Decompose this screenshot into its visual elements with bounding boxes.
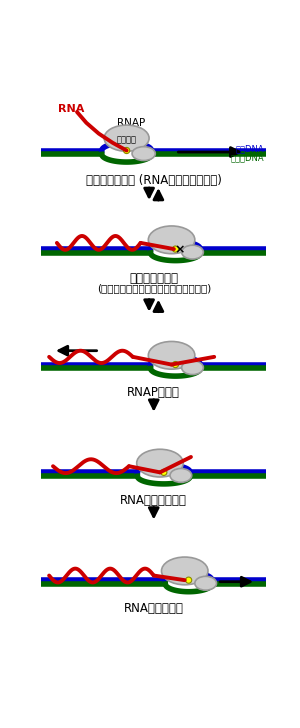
Ellipse shape xyxy=(137,449,183,477)
Ellipse shape xyxy=(182,360,203,375)
Ellipse shape xyxy=(172,246,178,252)
Ellipse shape xyxy=(182,245,203,259)
Ellipse shape xyxy=(104,125,149,151)
Text: 活性部位: 活性部位 xyxy=(117,135,136,144)
Ellipse shape xyxy=(148,341,195,369)
Text: ×: × xyxy=(175,243,185,256)
Text: RNA: RNA xyxy=(58,104,84,114)
Text: RNAP: RNAP xyxy=(117,118,146,128)
Text: 非魳型DNA: 非魳型DNA xyxy=(230,154,264,162)
Text: 魳型DNA: 魳型DNA xyxy=(235,144,264,154)
Ellipse shape xyxy=(132,146,155,160)
Ellipse shape xyxy=(161,557,208,585)
Ellipse shape xyxy=(124,147,130,154)
Text: 転写の一時停止: 転写の一時停止 xyxy=(129,272,178,285)
Text: (ミスマッチ塩基を取り込んだときなど): (ミスマッチ塩基を取り込んだときなど) xyxy=(97,283,211,293)
Text: RNA切断（校正）: RNA切断（校正） xyxy=(120,494,187,507)
Ellipse shape xyxy=(161,470,167,475)
Ellipse shape xyxy=(148,226,195,253)
Ellipse shape xyxy=(195,577,217,590)
Text: 転写伸長複合体 (RNAを合成中の状態): 転写伸長複合体 (RNAを合成中の状態) xyxy=(86,173,222,186)
Ellipse shape xyxy=(172,362,178,368)
Ellipse shape xyxy=(185,577,192,583)
Text: RNAPの後退: RNAPの後退 xyxy=(127,386,180,399)
Ellipse shape xyxy=(170,469,192,483)
Text: RNA合成の再開: RNA合成の再開 xyxy=(124,602,184,614)
